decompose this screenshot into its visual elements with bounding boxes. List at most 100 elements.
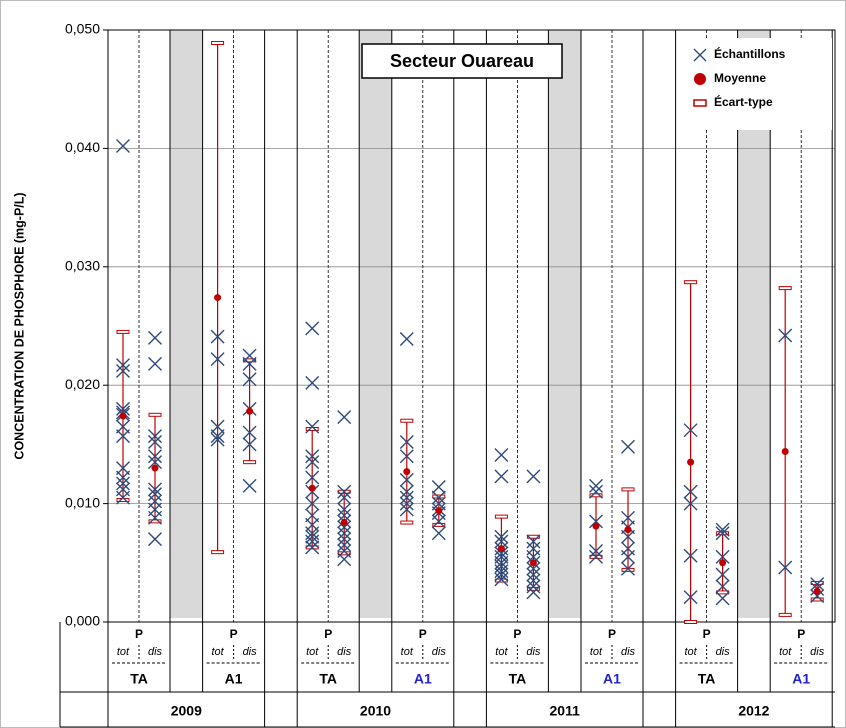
sample-marker (148, 487, 162, 502)
sample-marker (242, 372, 257, 387)
gap-band (359, 30, 392, 618)
station-label: TA (130, 671, 148, 687)
station-label: TA (509, 671, 527, 687)
year-label: 2012 (738, 703, 769, 719)
sample-marker (337, 410, 352, 425)
fraction-label: dis (716, 646, 731, 658)
station-label: A1 (792, 671, 810, 687)
sample-marker (116, 139, 130, 154)
sample-marker (526, 549, 541, 564)
sample-marker (148, 330, 162, 345)
error-bar-cap (432, 522, 446, 527)
legend: Échantillons Moyenne Écart-type (682, 38, 832, 130)
mean-marker (308, 484, 316, 492)
y-tick-label: 0,050 (65, 21, 100, 37)
sample-marker (242, 437, 257, 452)
sample-marker (399, 332, 414, 347)
sample-marker (305, 455, 320, 470)
sample-marker (116, 401, 130, 416)
parameter-label: P (703, 627, 711, 641)
error-bar-cap (778, 286, 792, 291)
mean-marker (119, 412, 127, 420)
station-label: TA (698, 671, 716, 687)
sample-marker (148, 532, 162, 547)
mean-marker (624, 526, 632, 534)
y-tick-label: 0,010 (65, 494, 100, 510)
error-bar-cap (684, 280, 698, 285)
sample-marker (715, 567, 730, 582)
y-tick-label: 0,000 (65, 613, 100, 629)
sample-marker (337, 520, 352, 535)
error-bar-cap (148, 519, 162, 524)
sample-marker (431, 480, 446, 495)
station-label: A1 (603, 671, 621, 687)
chart-title: Secteur Ouareau (390, 51, 534, 71)
sample-marker (526, 567, 541, 582)
error-bar-cap (621, 487, 635, 492)
sample-marker (242, 425, 257, 440)
sample-marker (305, 529, 320, 544)
sample-marker (148, 429, 162, 444)
sample-marker (210, 329, 225, 344)
sample-marker (116, 358, 130, 373)
parameter-label: P (230, 627, 238, 641)
sample-marker (305, 375, 320, 390)
parameter-label: P (419, 627, 427, 641)
sample-marker (494, 469, 509, 484)
error-bar-cap (778, 612, 792, 617)
sample-marker (116, 405, 130, 420)
fraction-label: tot (117, 646, 130, 658)
gap-band (170, 30, 203, 618)
sample-marker (683, 548, 698, 563)
sample-marker (337, 532, 352, 547)
sample-marker (621, 529, 635, 544)
sample-marker (305, 321, 320, 336)
fraction-label: dis (337, 646, 352, 658)
sample-marker (337, 526, 352, 541)
grid: 0,000 0,010 0,020 0,030 0,040 0,050 (59, 21, 836, 728)
gap-band (548, 30, 581, 618)
sample-marker (810, 588, 825, 603)
y-tick-label: 0,020 (65, 376, 100, 392)
sample-marker (778, 328, 793, 343)
station-label: A1 (225, 671, 243, 687)
error-bar-cap (684, 620, 698, 624)
sample-marker (715, 579, 730, 594)
sample-marker (116, 363, 130, 378)
fraction-label: tot (401, 646, 414, 658)
error-bar-cap (243, 358, 257, 363)
sample-marker (242, 478, 257, 493)
sample-marker (148, 482, 162, 497)
sample-marker (431, 526, 446, 541)
mean-marker (592, 522, 600, 530)
parameter-label: P (135, 627, 143, 641)
parameter-label: P (513, 627, 521, 641)
mean-marker (497, 545, 505, 553)
sample-marker (337, 484, 352, 499)
sample-marker (589, 514, 603, 529)
year-label: 2011 (550, 703, 581, 719)
sample-marker (148, 510, 162, 525)
year-label: 2010 (360, 703, 391, 719)
error-bar-cap (810, 597, 824, 602)
sample-marker (399, 449, 414, 464)
y-tick-label: 0,030 (65, 258, 100, 274)
mean-marker (246, 407, 254, 415)
error-bar-cap (148, 412, 162, 417)
legend-label: Écart-type (714, 94, 773, 109)
sample-marker (399, 496, 414, 511)
error-bar-cap (400, 418, 414, 423)
sample-marker (305, 419, 320, 434)
legend-label: Moyenne (714, 71, 766, 85)
legend-symbol (693, 99, 707, 107)
station-label: TA (319, 671, 337, 687)
error-bar-cap (243, 460, 257, 465)
error-bar-cap (494, 514, 508, 519)
error-bar-cap (211, 550, 225, 555)
sample-marker (116, 470, 130, 485)
sample-marker (526, 534, 541, 549)
sample-marker (399, 435, 414, 450)
title-box (361, 43, 563, 79)
fraction-label: tot (779, 646, 792, 658)
